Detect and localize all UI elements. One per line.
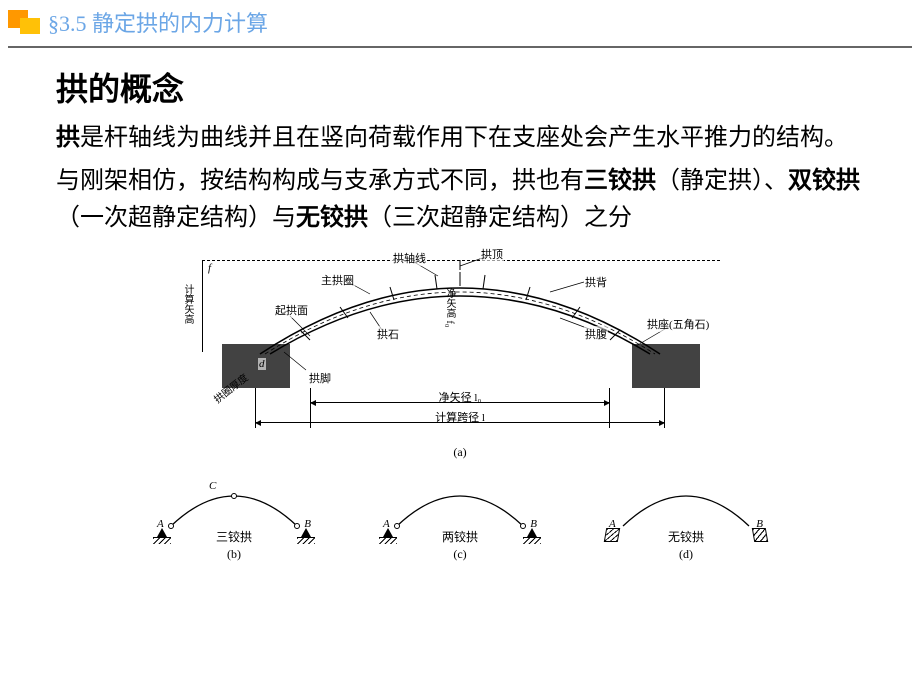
no-hinge-arch: A B 无铰拱 (d) xyxy=(591,478,781,562)
caption-a: (a) xyxy=(180,445,740,460)
rise-symbol: f xyxy=(208,262,211,274)
fixed-support-icon xyxy=(604,528,620,542)
label-A-c: A xyxy=(383,518,390,530)
types-text-c: （静定拱）、 xyxy=(656,168,788,194)
label-arch-face: 起拱面 xyxy=(274,302,309,318)
dim-calc-span-text: 计算跨径 l xyxy=(255,409,665,425)
label-C: C xyxy=(209,480,216,492)
label-intrados: 拱腹 xyxy=(584,326,608,342)
label-stone: 拱石 xyxy=(376,326,400,342)
caption-d: (d) xyxy=(591,547,781,562)
arch-diagram: 计算矢高 f 净矢高 f₀ xyxy=(180,244,740,464)
arch-types-row: C A B 三铰拱 (b) A B 两铰拱 (c) xyxy=(56,478,864,562)
term-two-hinge: 双铰拱 xyxy=(788,168,860,194)
fixed-support-icon xyxy=(752,528,768,542)
dim-net-span: 净矢径 l₀ xyxy=(310,402,610,403)
rise-dim-line xyxy=(202,260,203,352)
slide-content: 拱的概念 拱是杆轴线为曲线并且在竖向荷载作用下在支座处会产生水平推力的结构。 与… xyxy=(0,56,920,562)
definition-para: 拱是杆轴线为曲线并且在竖向荷载作用下在支座处会产生水平推力的结构。 xyxy=(56,120,864,157)
ground-icon xyxy=(153,537,171,543)
term-arch: 拱 xyxy=(56,125,80,151)
label-A-b: A xyxy=(157,518,164,530)
concept-heading: 拱的概念 xyxy=(56,64,864,110)
definition-text: 是杆轴线为曲线并且在竖向荷载作用下在支座处会产生水平推力的结构。 xyxy=(80,125,848,151)
two-hinge-label: 两铰拱 xyxy=(442,528,478,545)
no-hinge-label: 无铰拱 xyxy=(668,528,704,545)
three-hinge-label: 三铰拱 xyxy=(216,528,252,545)
dim-calc-span: 计算跨径 l xyxy=(255,422,665,423)
ground-icon xyxy=(379,537,397,543)
three-hinge-arch: C A B 三铰拱 (b) xyxy=(139,478,329,562)
label-B-c: B xyxy=(530,518,537,530)
types-text-e: （一次超静定结构）与 xyxy=(56,205,296,231)
types-text-a: 与刚架相仿，按结构构成与支承方式不同，拱也有 xyxy=(56,168,584,194)
ground-icon xyxy=(523,537,541,543)
dim-net-span-text: 净矢径 l₀ xyxy=(310,389,610,405)
label-main-ring: 主拱圈 xyxy=(320,272,355,288)
arch-svg xyxy=(240,252,680,392)
label-d: d xyxy=(258,358,266,370)
types-text-g: （三次超静定结构）之分 xyxy=(368,205,632,231)
section-title: §3.5 静定拱的内力计算 xyxy=(48,6,268,38)
label-B-b: B xyxy=(304,518,311,530)
label-back: 拱背 xyxy=(584,274,608,290)
label-seat: 拱座(五角石) xyxy=(646,316,710,332)
slide-header: §3.5 静定拱的内力计算 xyxy=(8,0,912,48)
types-para: 与刚架相仿，按结构构成与支承方式不同，拱也有三铰拱（静定拱）、双铰拱 （一次超静定… xyxy=(56,163,864,237)
term-no-hinge: 无铰拱 xyxy=(296,205,368,231)
label-axis: 拱轴线 xyxy=(392,250,427,266)
rise-label: 计算矢高 xyxy=(180,284,195,324)
ground-icon xyxy=(297,537,315,543)
two-hinge-arch: A B 两铰拱 (c) xyxy=(365,478,555,562)
bullet-icon xyxy=(8,10,42,34)
caption-b: (b) xyxy=(139,547,329,562)
label-springing: 拱脚 xyxy=(308,370,332,386)
caption-c: (c) xyxy=(365,547,555,562)
term-three-hinge: 三铰拱 xyxy=(584,168,656,194)
label-crown: 拱顶 xyxy=(480,246,504,262)
